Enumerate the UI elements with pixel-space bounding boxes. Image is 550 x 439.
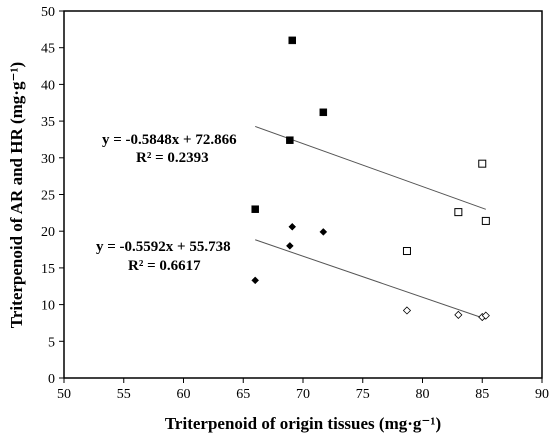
x-tick-labels: 50 55 60 65 70 75 80 85 90 (57, 387, 549, 402)
trendline-1-r2: R² = 0.2393 (136, 150, 209, 166)
x-tick-label: 85 (475, 387, 489, 402)
x-tick-label: 90 (535, 387, 549, 402)
data-point-square (288, 36, 296, 45)
trendline-1 (255, 125, 487, 210)
y-tick-label: 0 (48, 372, 55, 387)
x-tick-label: 50 (57, 387, 71, 402)
axes (59, 10, 543, 383)
x-tick-label: 80 (416, 387, 430, 402)
y-tick-label: 25 (41, 189, 55, 204)
y-tick-label: 35 (41, 115, 55, 130)
data-point-diamond (481, 311, 490, 320)
data-point-diamond (454, 310, 463, 319)
y-tick-label: 50 (41, 5, 55, 20)
y-tick-label: 45 (41, 42, 55, 57)
trendline-1-equation: y = -0.5848x + 72.866 (102, 132, 237, 148)
trendlines (255, 125, 487, 320)
data-point-square (319, 108, 328, 117)
y-tick-labels: 0 5 10 15 20 25 30 35 40 45 50 (41, 5, 55, 387)
y-tick-label: 10 (41, 299, 55, 314)
y-axis-title: Triterpenoid of AR and HR (mg·g⁻¹) (7, 62, 26, 328)
y-tick-label: 30 (41, 152, 55, 167)
y-tick-label: 40 (41, 78, 55, 93)
data-points (251, 36, 490, 322)
data-point-square (454, 208, 463, 217)
x-tick-label: 70 (296, 387, 310, 402)
data-point-diamond (251, 276, 260, 285)
data-point-square (478, 159, 487, 168)
y-tick-label: 15 (41, 262, 55, 277)
plot-area (64, 11, 542, 378)
x-tick-label: 65 (236, 387, 250, 402)
x-axis-title: Triterpenoid of origin tissues (mg·g⁻¹) (165, 414, 441, 433)
data-point-square (286, 136, 294, 144)
y-tick-label: 20 (41, 225, 55, 240)
x-tick-label: 55 (117, 387, 131, 402)
data-point-diamond (286, 242, 294, 250)
trendline-2-r2: R² = 0.6617 (128, 258, 201, 274)
data-point-square (402, 247, 411, 256)
trendline-2-equation: y = -0.5592x + 55.738 (96, 239, 231, 255)
data-point-diamond (319, 228, 328, 236)
data-point-diamond (288, 222, 297, 231)
trendline-2 (255, 239, 486, 320)
data-point-square (251, 205, 259, 213)
y-tick-label: 5 (48, 335, 55, 350)
x-tick-label: 75 (356, 387, 370, 402)
data-point-square (481, 216, 490, 225)
x-tick-label: 60 (177, 387, 191, 402)
data-point-diamond (402, 306, 412, 315)
